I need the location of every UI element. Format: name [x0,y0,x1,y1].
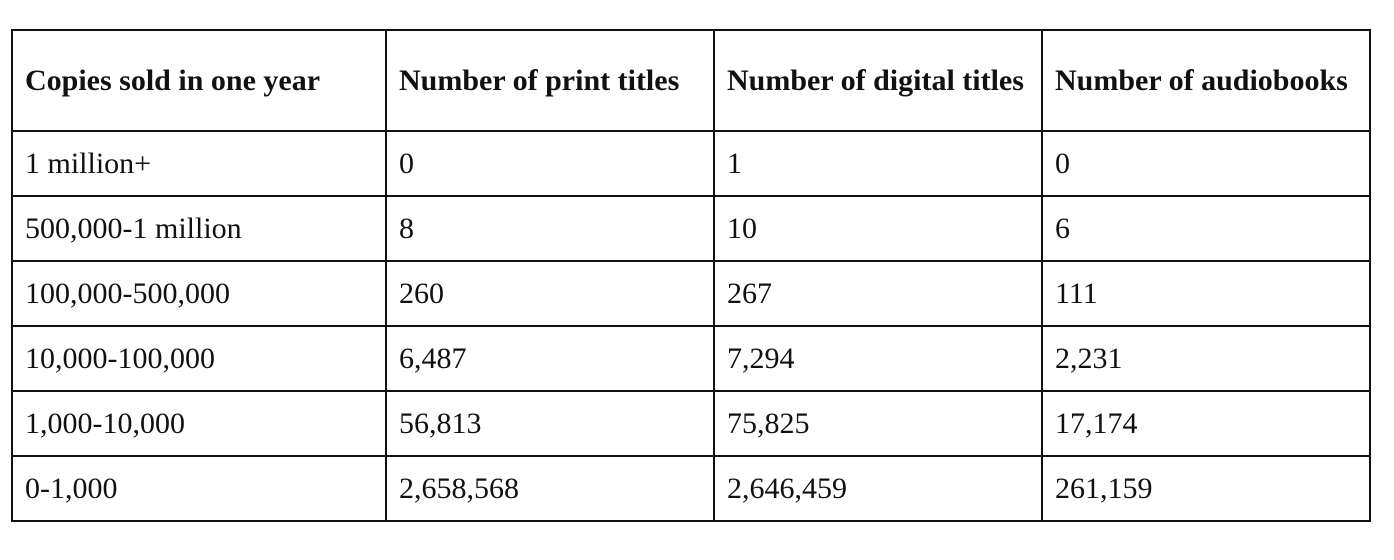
table-row: 0-1,000 2,658,568 2,646,459 261,159 [11,455,1371,522]
table-cell: 2,646,459 [713,455,1043,522]
header-cell: Number of print titles [385,29,715,132]
table-cell: 260 [385,260,715,327]
table-row: 100,000-500,000 260 267 111 [11,260,1371,327]
table-cell: 6,487 [385,325,715,392]
table-cell: 267 [713,260,1043,327]
table-cell: 1 million+ [11,130,387,197]
table-cell: 2,658,568 [385,455,715,522]
table-cell: 17,174 [1041,390,1371,457]
table-cell: 6 [1041,195,1371,262]
table-cell: 0 [1041,130,1371,197]
table-row: 500,000-1 million 8 10 6 [11,195,1371,262]
table-cell: 500,000-1 million [11,195,387,262]
table-cell: 10 [713,195,1043,262]
table-cell: 0-1,000 [11,455,387,522]
table-cell: 111 [1041,260,1371,327]
table-cell: 75,825 [713,390,1043,457]
data-table: Copies sold in one year Number of print t… [11,29,1371,522]
table-row: 10,000-100,000 6,487 7,294 2,231 [11,325,1371,392]
table-cell: 56,813 [385,390,715,457]
table-cell: 100,000-500,000 [11,260,387,327]
header-cell: Number of audiobooks [1041,29,1371,132]
header-row: Copies sold in one year Number of print t… [11,29,1371,132]
table-row: 1 million+ 0 1 0 [11,130,1371,197]
table-cell: 7,294 [713,325,1043,392]
table-body: 1 million+ 0 1 0 500,000-1 million 8 10 6 100,00… [11,130,1371,522]
table-cell: 0 [385,130,715,197]
header-cell: Copies sold in one year [11,29,387,132]
table-cell: 10,000-100,000 [11,325,387,392]
table-cell: 261,159 [1041,455,1371,522]
table-cell: 8 [385,195,715,262]
table-cell: 1,000-10,000 [11,390,387,457]
table-cell: 2,231 [1041,325,1371,392]
header-cell: Number of digital titles [713,29,1043,132]
table-row: 1,000-10,000 56,813 75,825 17,174 [11,390,1371,457]
table-cell: 1 [713,130,1043,197]
